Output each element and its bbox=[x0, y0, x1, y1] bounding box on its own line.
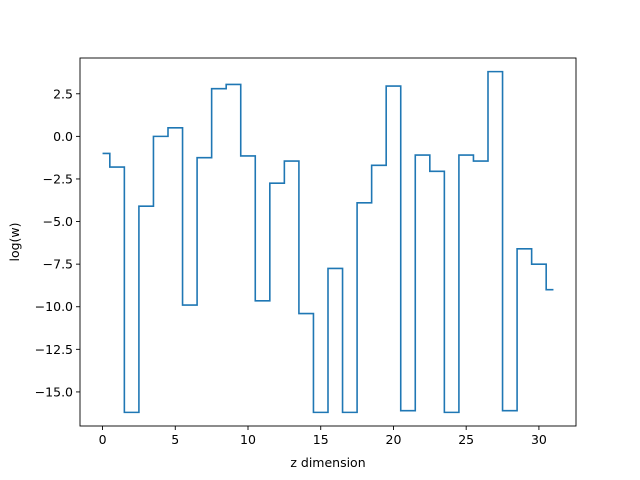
series-line bbox=[102, 70, 554, 414]
x-axis-ticks: 0 5 10 15 20 25 30 bbox=[99, 426, 547, 447]
x-tick-label: 30 bbox=[531, 432, 547, 447]
y-tick-label: 2.5 bbox=[53, 86, 73, 101]
x-tick-label: 15 bbox=[313, 432, 329, 447]
plot-frame bbox=[79, 57, 577, 427]
x-tick-label: 5 bbox=[171, 432, 179, 447]
y-tick-label: −2.5 bbox=[43, 171, 73, 186]
x-axis-label: z dimension bbox=[290, 455, 365, 470]
y-tick-label: −10.0 bbox=[35, 299, 73, 314]
x-tick-label: 10 bbox=[240, 432, 256, 447]
y-tick-label: −7.5 bbox=[43, 257, 73, 272]
y-tick-label: −15.0 bbox=[35, 384, 73, 399]
y-tick-label: −5.0 bbox=[43, 214, 73, 229]
x-tick-label: 0 bbox=[99, 432, 107, 447]
x-tick-label: 25 bbox=[458, 432, 474, 447]
y-axis-ticks: 2.5 0.0 −2.5 −5.0 −7.5 −10.0 −12.5 −15.0 bbox=[35, 86, 80, 399]
y-axis-label: log(w) bbox=[7, 222, 22, 261]
x-tick-label: 20 bbox=[386, 432, 402, 447]
y-tick-label: −12.5 bbox=[35, 342, 73, 357]
y-tick-label: 0.0 bbox=[53, 129, 73, 144]
